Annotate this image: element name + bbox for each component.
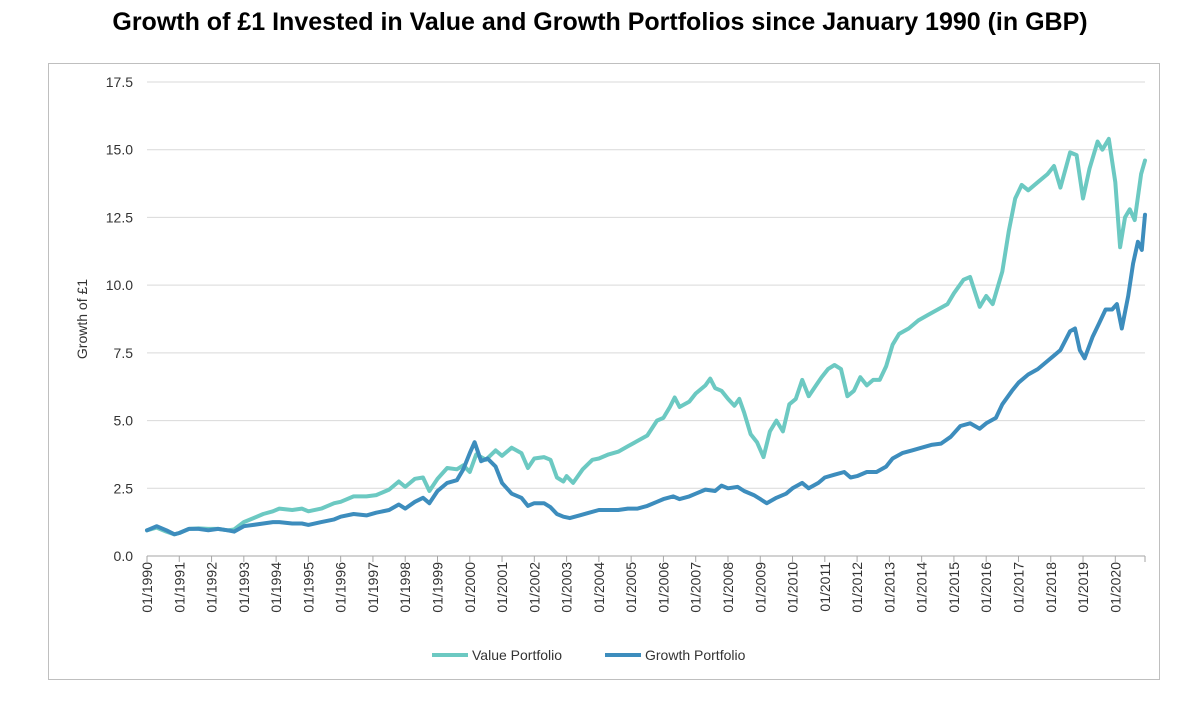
- x-tick-label: 01/1997: [365, 562, 381, 613]
- x-tick-label: 01/2011: [817, 562, 833, 612]
- x-tick-label: 01/1993: [236, 562, 252, 613]
- x-tick-label: 01/2007: [688, 562, 704, 613]
- x-tick-label: 01/2012: [849, 562, 865, 613]
- chart-title: Growth of £1 Invested in Value and Growt…: [112, 8, 1088, 36]
- y-tick-label: 0.0: [114, 548, 134, 564]
- x-tick-label: 01/1992: [204, 562, 220, 613]
- x-tick-label: 01/2008: [720, 562, 736, 613]
- x-tick-label: 01/2013: [881, 562, 897, 613]
- x-tick-label: 01/1991: [171, 562, 187, 613]
- y-tick-label: 12.5: [106, 209, 133, 225]
- y-tick-label: 7.5: [114, 345, 134, 361]
- y-tick-label: 2.5: [114, 480, 134, 496]
- y-axis-title: Growth of £1: [74, 279, 90, 359]
- x-tick-label: 01/2015: [946, 562, 962, 613]
- x-tick-label: 01/1996: [333, 562, 349, 613]
- x-tick-label: 01/2006: [655, 562, 671, 613]
- x-tick-label: 01/2020: [1107, 562, 1123, 613]
- y-tick-label: 17.5: [106, 74, 133, 90]
- x-tick-label: 01/2014: [914, 562, 930, 613]
- x-tick-label: 01/1995: [300, 562, 316, 613]
- legend-label: Growth Portfolio: [645, 647, 746, 663]
- x-tick-label: 01/2005: [623, 562, 639, 613]
- x-tick-label: 01/2016: [978, 562, 994, 613]
- y-tick-label: 10.0: [106, 277, 133, 293]
- y-tick-label: 5.0: [114, 413, 134, 429]
- x-tick-label: 01/1990: [139, 562, 155, 613]
- x-tick-label: 01/2001: [494, 562, 510, 613]
- x-tick-label: 01/1994: [268, 562, 284, 613]
- x-tick-label: 01/2000: [462, 562, 478, 613]
- x-tick-label: 01/2010: [785, 562, 801, 613]
- y-tick-label: 15.0: [106, 142, 133, 158]
- x-tick-label: 01/1999: [429, 562, 445, 613]
- x-tick-label: 01/2003: [559, 562, 575, 613]
- x-tick-label: 01/2017: [1010, 562, 1026, 613]
- x-tick-label: 01/2002: [526, 562, 542, 613]
- x-tick-label: 01/2019: [1075, 562, 1091, 613]
- x-tick-label: 01/2009: [752, 562, 768, 613]
- x-tick-label: 01/1998: [397, 562, 413, 613]
- x-tick-label: 01/2004: [591, 562, 607, 613]
- value-portfolio-line: [145, 136, 1147, 537]
- x-tick-label: 01/2018: [1043, 562, 1059, 613]
- growth-portfolio-line: [145, 212, 1147, 537]
- chart-frame: [48, 63, 1160, 680]
- legend-label: Value Portfolio: [472, 647, 562, 663]
